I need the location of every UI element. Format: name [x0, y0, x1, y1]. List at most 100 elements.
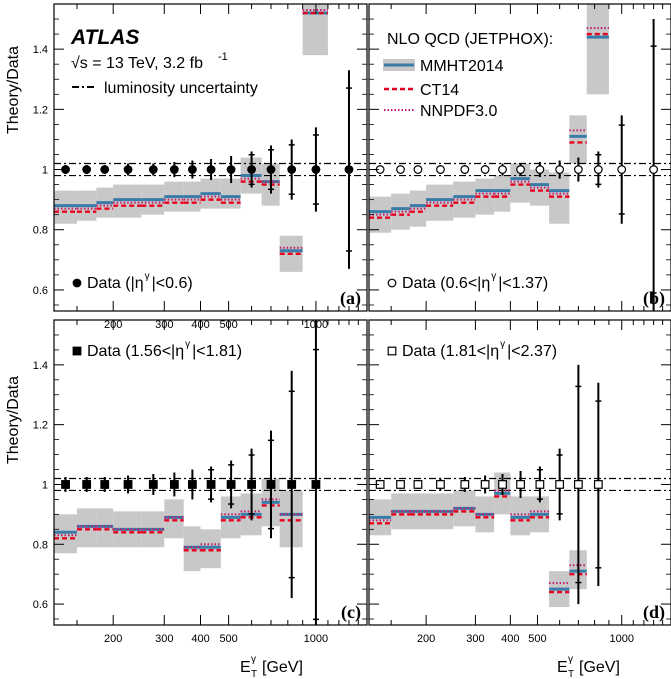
data-legend-label-sup: γ	[145, 271, 150, 282]
data-point	[266, 480, 276, 489]
data-legend-label: Data (1.81<|η	[402, 343, 499, 360]
panel-label: (c)	[341, 602, 361, 623]
x-tick-label: 200	[417, 633, 435, 645]
legend-title: NLO QCD (JETPHOX):	[387, 31, 553, 48]
plot-area-d	[369, 364, 671, 608]
x-axis-label-sub: T	[568, 669, 574, 679]
data-point	[573, 480, 583, 489]
y-tick-label: 0.8	[33, 539, 48, 551]
panel-label: (a)	[340, 288, 361, 309]
data-legend-label-sup: γ	[185, 339, 190, 350]
data-point	[617, 165, 627, 174]
pdf-uncertainty-band	[569, 115, 587, 164]
x-tick-label: 500	[219, 633, 237, 645]
data-point	[311, 165, 321, 174]
y-tick-label: 1	[42, 479, 48, 491]
x-tick-label: 400	[191, 633, 209, 645]
data-legend-label-sup: γ	[491, 271, 496, 282]
y-tick-label: 0.6	[33, 599, 48, 611]
data-point	[516, 165, 525, 174]
data-point	[555, 480, 565, 489]
y-tick-label: 0.6	[33, 285, 48, 297]
x-axis-label-sup: γ	[568, 654, 573, 665]
data-point	[649, 165, 659, 174]
data-point	[247, 165, 256, 174]
panel-frame	[368, 3, 671, 312]
data-point	[226, 480, 236, 489]
data-point	[206, 480, 216, 489]
pdf-uncertainty-band	[220, 178, 241, 209]
data-legend-label-suffix: |<1.81)	[192, 343, 242, 360]
x-axis-label-sup: γ	[251, 654, 256, 665]
data-legend-marker	[387, 278, 397, 288]
data-point	[344, 165, 354, 174]
data-point	[436, 165, 445, 174]
data-point	[100, 480, 110, 489]
data-point	[396, 165, 405, 174]
data-point	[287, 480, 297, 489]
data-point	[287, 165, 297, 174]
data-point	[396, 480, 405, 489]
data-point	[82, 480, 92, 489]
panel-b: (b) Data (0.6<|η γ |<1.37)	[368, 3, 671, 312]
data-point	[480, 165, 490, 174]
data-point	[460, 165, 470, 174]
pdf-uncertainty-band	[510, 163, 530, 203]
panel-c: 0.6 0.8 1 1.2 1.4 200 300 400 500 1000 (c) Data (1.…	[33, 319, 368, 645]
data-point	[413, 480, 423, 489]
data-legend-label-suffix: |<1.37)	[498, 275, 548, 292]
x-tick-label: 1000	[304, 633, 328, 645]
data-point	[498, 165, 507, 174]
experiment-label: ATLAS	[70, 26, 139, 49]
lumi-legend: luminosity uncertainty	[72, 80, 258, 97]
y-tick-label: 1.4	[33, 360, 48, 372]
pdf-uncertainty-band	[549, 172, 570, 224]
data-point	[573, 165, 583, 174]
data-point	[247, 480, 256, 489]
energy-label: √s = 13 TeV, 3.2 fb	[71, 55, 203, 72]
legend-nnpdf-label: NNPDF3.0	[420, 103, 497, 120]
data-point	[460, 480, 470, 489]
data-point	[266, 165, 276, 174]
atlas-annotation: ATLAS √s = 13 TeV, 3.2 fb -1	[70, 26, 228, 72]
x-axis-label-left: E T γ [GeV]	[240, 654, 303, 679]
panel-label: (b)	[643, 288, 665, 309]
x-tick-label: 500	[528, 633, 546, 645]
data-point	[498, 480, 507, 489]
data-legend-label-suffix: |<0.6)	[152, 275, 193, 292]
y-tick-label: 1.2	[33, 104, 48, 116]
data-legend-marker	[72, 278, 82, 288]
legend-ct14-label: CT14	[420, 82, 459, 99]
x-axis-label-E: E	[240, 659, 251, 676]
data-point	[413, 165, 423, 174]
y-axis-label-bottom: Theory/Data	[5, 376, 22, 464]
pdf-uncertainty-band	[586, 4, 609, 95]
x-tick-label: 400	[501, 633, 519, 645]
data-point	[169, 165, 179, 174]
plot-area-b	[369, 4, 671, 311]
legend-mmht-label: MMHT2014	[420, 58, 504, 75]
lumi-legend-label: luminosity uncertainty	[104, 80, 258, 97]
data-point	[535, 480, 545, 489]
x-tick-label: 300	[155, 633, 173, 645]
data-legend-label-suffix: |<2.37)	[507, 343, 557, 360]
panel-label: (d)	[643, 602, 665, 623]
data-point	[593, 480, 603, 489]
data-legend-label: Data (|η	[87, 275, 144, 292]
data-point	[480, 480, 490, 489]
data-point	[516, 480, 525, 489]
theory-legend: NLO QCD (JETPHOX): MMHT2014 CT14 NNPDF3.…	[383, 31, 553, 120]
data-legend-label-sup: γ	[500, 339, 505, 350]
x-tick-label: 300	[466, 633, 484, 645]
data-point	[187, 165, 197, 174]
x-axis-label-sub: T	[251, 669, 257, 679]
data-point	[226, 165, 236, 174]
pdf-uncertainty-band	[54, 190, 77, 224]
data-point	[311, 480, 321, 489]
data-point	[535, 165, 545, 174]
data-point	[123, 165, 133, 174]
energy-label-sup: -1	[218, 51, 228, 63]
panel-d: 200 300 400 500 1000 (d) Data (1.81<|η γ |<2.37)	[368, 319, 671, 645]
data-point	[593, 165, 603, 174]
